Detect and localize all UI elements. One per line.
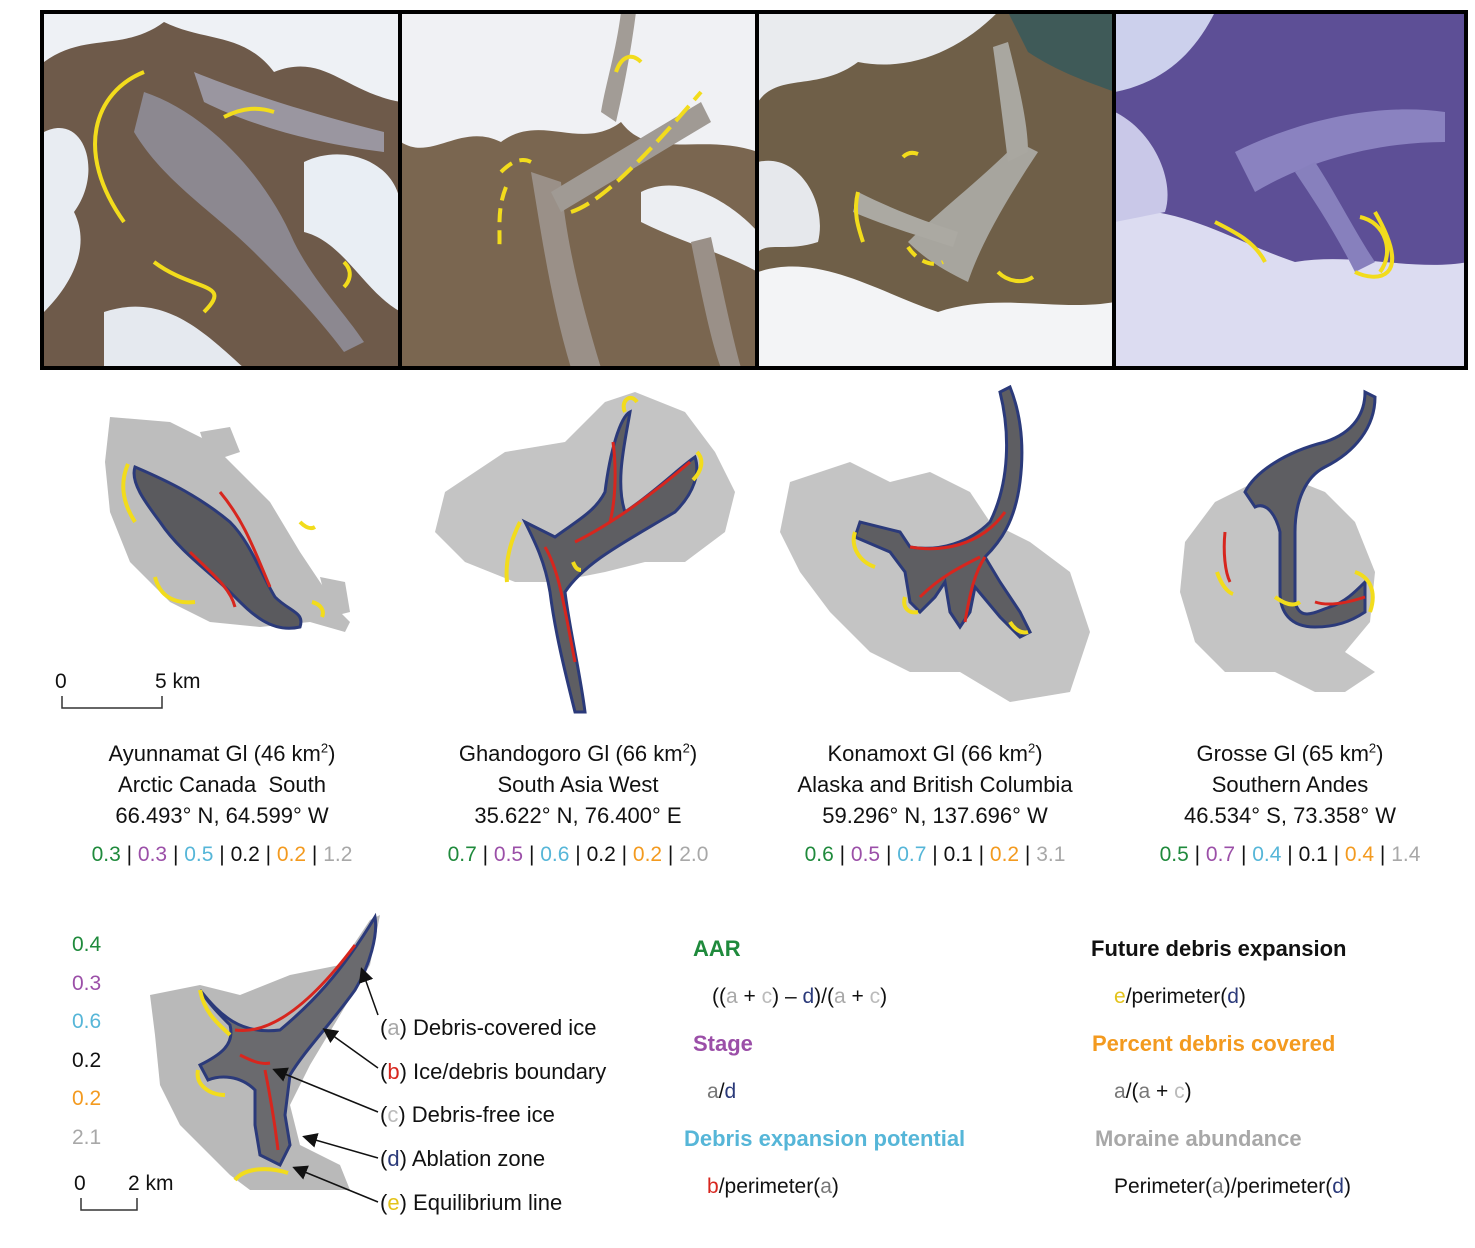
metric-moraine: 1.4 (1391, 843, 1421, 866)
scale-length-label: 2 km (128, 1172, 174, 1195)
legend-debris-free-ice: (c) Debris-free ice (380, 1102, 555, 1127)
satellite-image-ghandogoro (401, 12, 758, 368)
metric-percent-debris: 0.2 (276, 843, 307, 866)
scale-bar-bottom: 0 2 km (74, 1172, 194, 1212)
example-metric-aar: 0.4 (72, 933, 102, 956)
metric-percent-debris: 0.4 (1344, 843, 1375, 866)
metric-stage: 0.5 (850, 843, 881, 866)
metric-future-expansion: 0.2 (586, 843, 616, 866)
metric-percent-debris: 0.2 (989, 843, 1020, 866)
image-divider (755, 10, 759, 370)
legend-ice-debris-boundary: (b) Ice/debris boundary (380, 1059, 607, 1084)
definition-percent-debris-formula: a/(a + c) (1114, 1080, 1192, 1103)
metric-future-expansion: 0.2 (230, 843, 260, 866)
glacier-name: Grosse Gl (65 km2) (1196, 740, 1384, 766)
metrics-konamoxt: 0.6 | 0.5 | 0.7 | 0.1 | 0.2 | 3.1 (804, 843, 1066, 866)
caption-grosse: Grosse Gl (65 km2) Southern Andes 46.534… (1110, 738, 1470, 831)
satellite-image-grosse (1115, 12, 1472, 368)
definition-future-expansion-title: Future debris expansion (1091, 936, 1347, 961)
caption-ayunnamat: Ayunnamat Gl (46 km2) Arctic Canada Sout… (42, 738, 402, 831)
definition-stage-formula: a/d (707, 1080, 737, 1103)
metrics-ayunnamat: 0.3 | 0.3 | 0.5 | 0.2 | 0.2 | 1.2 (91, 843, 353, 866)
glacier-name: Ayunnamat Gl (46 km2) (108, 740, 336, 766)
metric-stage: 0.7 (1205, 843, 1236, 866)
metric-expansion-potential: 0.6 (540, 843, 570, 866)
metric-aar: 0.3 (91, 843, 121, 866)
metric-expansion-potential: 0.7 (897, 843, 927, 866)
caption-konamoxt: Konamoxt Gl (66 km2) Alaska and British … (755, 738, 1115, 831)
glacier-name: Ghandogoro Gl (66 km2) (458, 740, 698, 766)
glacier-coords: 35.622° N, 76.400° E (474, 803, 682, 828)
definition-moraine-title: Moraine abundance (1095, 1126, 1302, 1151)
glacier-coords: 66.493° N, 64.599° W (115, 803, 329, 828)
glacier-map-ayunnamat (60, 372, 420, 722)
example-metric-future-expansion: 0.2 (72, 1048, 102, 1072)
scale-zero-label: 0 (55, 670, 67, 693)
metric-aar: 0.5 (1159, 843, 1189, 866)
glacier-coords: 59.296° N, 137.696° W (822, 803, 1048, 828)
scale-line (61, 696, 163, 709)
metric-future-expansion: 0.1 (1298, 843, 1328, 866)
example-metric-moraine: 2.1 (72, 1125, 102, 1149)
glacier-name: Konamoxt Gl (66 km2) (827, 740, 1043, 766)
scale-line (80, 1198, 138, 1211)
glacier-region: South Asia West (497, 772, 659, 797)
legend-debris-covered-ice: (a) Debris-covered ice (380, 1015, 597, 1040)
metrics-ghandogoro: 0.7 | 0.5 | 0.6 | 0.2 | 0.2 | 2.0 (447, 843, 709, 866)
metric-aar: 0.6 (804, 843, 834, 866)
legend-equilibrium-line: (e) Equilibrium line (380, 1190, 563, 1215)
definition-aar-formula: ((a + c) – d)/(a + c) (712, 985, 888, 1008)
metric-expansion-potential: 0.4 (1252, 843, 1282, 866)
metrics-grosse: 0.5 | 0.7 | 0.4 | 0.1 | 0.4 | 1.4 (1159, 843, 1421, 866)
definition-moraine-formula: Perimeter(a)/perimeter(d) (1114, 1175, 1351, 1198)
metric-moraine: 2.0 (679, 843, 709, 866)
satellite-image-konamoxt (758, 12, 1115, 368)
image-divider (1112, 10, 1116, 370)
metric-future-expansion: 0.1 (943, 843, 973, 866)
scale-zero-label: 0 (74, 1172, 86, 1195)
example-metric-expansion-potential: 0.6 (72, 1010, 102, 1033)
glacier-map-ghandogoro (425, 372, 785, 722)
definition-stage-title: Stage (693, 1031, 753, 1056)
glacier-coords: 46.534° S, 73.358° W (1183, 803, 1397, 828)
metric-aar: 0.7 (447, 843, 477, 866)
glacier-region: Southern Andes (1211, 772, 1369, 797)
glacier-region: Alaska and British Columbia (797, 772, 1073, 797)
scale-bar-top: 0 5 km (55, 670, 201, 710)
metric-expansion-potential: 0.5 (184, 843, 214, 866)
scale-length-label: 5 km (155, 670, 201, 693)
definition-future-expansion-formula: e/perimeter(d) (1114, 985, 1246, 1008)
metric-moraine: 1.2 (323, 843, 353, 866)
definition-percent-debris-title: Percent debris covered (1092, 1031, 1336, 1056)
example-metrics-column: 0.4 0.3 0.6 0.2 0.2 2.1 (72, 926, 101, 1157)
example-glacier-map (140, 905, 390, 1195)
metric-percent-debris: 0.2 (632, 843, 663, 866)
example-metric-percent-debris: 0.2 (72, 1087, 102, 1110)
glacier-map-grosse (1115, 372, 1475, 722)
example-metric-stage: 0.3 (72, 971, 102, 995)
metric-stage: 0.3 (137, 843, 168, 866)
legend-ablation-zone: (d) Ablation zone (380, 1146, 546, 1171)
caption-ghandogoro: Ghandogoro Gl (66 km2) South Asia West 3… (398, 738, 758, 831)
satellite-image-ayunnamat (44, 12, 401, 368)
definition-aar-title: AAR (693, 936, 741, 961)
legend-arrows (272, 967, 379, 1203)
definition-expansion-potential-formula: b/perimeter(a) (707, 1175, 839, 1198)
metric-stage: 0.5 (493, 843, 524, 866)
glacier-map-konamoxt (770, 372, 1130, 722)
image-divider (398, 10, 402, 370)
definition-expansion-potential-title: Debris expansion potential (684, 1126, 966, 1151)
metric-moraine: 3.1 (1036, 843, 1066, 866)
glacier-region: Arctic Canada South (118, 772, 326, 797)
